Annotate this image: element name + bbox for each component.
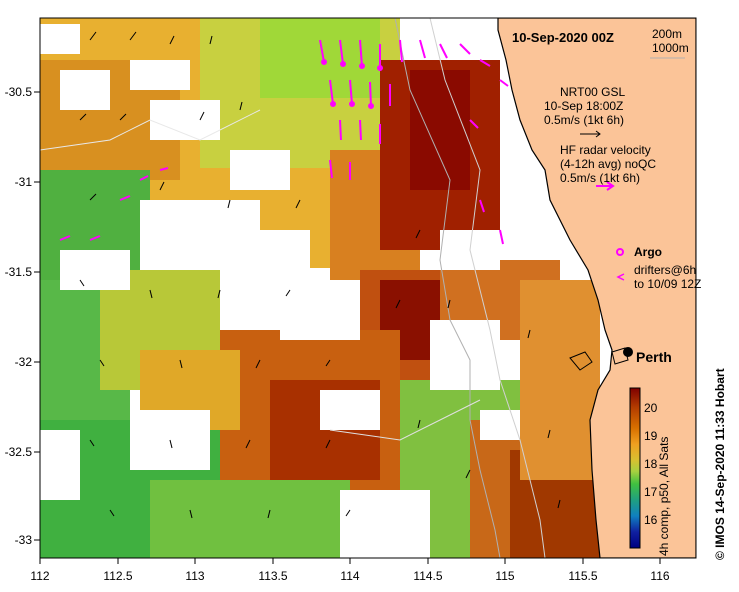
x-tick-label: 112 [30, 569, 49, 583]
x-tick-label: 116 [650, 569, 669, 583]
land-mass [497, 18, 696, 558]
x-tick-label: 115 [495, 569, 514, 583]
x-tick-label: 114 [340, 569, 359, 583]
nrt-legend-line-2: 10-Sep 18:00Z [544, 99, 623, 113]
y-tick-label: -32 [15, 355, 33, 369]
y-tick-label: -30.5 [5, 85, 33, 99]
drifter-legend-line-1: drifters@6h [634, 263, 696, 277]
colorbar-tick-label: 20 [644, 401, 658, 415]
y-tick-label: -31 [15, 175, 33, 189]
y-tick-label: -32.5 [5, 445, 33, 459]
argo-label: Argo [634, 245, 662, 259]
x-tick-label: 113.5 [258, 569, 287, 583]
drifter-marker-icon [616, 273, 625, 281]
y-tick-label: -31.5 [5, 265, 33, 279]
model-current-arrows [79, 31, 561, 519]
colorbar [629, 387, 641, 549]
x-tick-label: 114.5 [413, 569, 442, 583]
y-axis-labels: -30.5 -31 -31.5 -32 -32.5 -33 [5, 85, 33, 547]
x-tick-label: 115.5 [568, 569, 597, 583]
imos-credit: © IMOS 14-Sep-2020 11:33 Hobart [713, 368, 727, 560]
x-tick-label: 113 [185, 569, 204, 583]
colorbar-tick-label: 17 [644, 485, 658, 499]
nrt-legend-line-3: 0.5m/s (1kt 6h) [544, 113, 624, 127]
argo-marker-icon [616, 248, 624, 256]
isobath-legend-200m: 200m [652, 27, 682, 41]
perth-label: Perth [636, 349, 672, 365]
colorbar-ticks: 20 19 18 17 16 [644, 401, 658, 527]
colorbar-label: 4h comp, p50, All Sats [657, 437, 671, 556]
map-title: 10-Sep-2020 00Z [512, 30, 614, 45]
x-axis-labels: 112 112.5 113 113.5 114 114.5 115 115.5 … [30, 569, 669, 583]
x-tick-label: 112.5 [103, 569, 132, 583]
hf-legend-line-3: 0.5m/s (1kt 6h) [560, 171, 640, 185]
colorbar-tick-label: 18 [644, 457, 658, 471]
colorbar-tick-label: 19 [644, 429, 658, 443]
colorbar-tick-label: 16 [644, 513, 658, 527]
perth-marker-icon [623, 347, 633, 357]
hf-radar-arrows [59, 39, 509, 245]
cloud-gaps [40, 24, 520, 558]
drifter-legend-line-2: to 10/09 12Z [634, 277, 701, 291]
isobath-legend-1000m: 1000m [652, 41, 689, 55]
nrt-legend-line-1: NRT00 GSL [560, 85, 625, 99]
hf-legend-line-1: HF radar velocity [560, 143, 651, 157]
plot-frame [39, 17, 697, 559]
y-tick-label: -33 [15, 533, 33, 547]
hf-legend-line-2: (4-12h avg) noQC [560, 157, 656, 171]
axis-ticks [34, 91, 661, 564]
isobath-lines [40, 18, 546, 558]
inland-features [569, 347, 629, 371]
